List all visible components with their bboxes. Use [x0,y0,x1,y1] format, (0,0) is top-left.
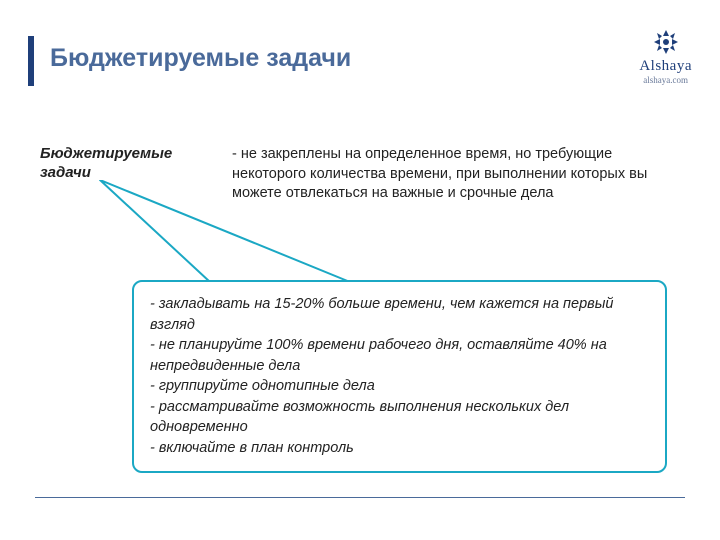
callout: - закладывать на 15-20% больше времени, … [40,180,670,460]
slide: Бюджетируемые задачи Alshaya alshaya.com… [0,0,720,540]
logo-icon [651,28,681,56]
slide-title: Бюджетируемые задачи [50,44,351,73]
callout-box: - закладывать на 15-20% больше времени, … [132,280,667,473]
logo-name: Alshaya [639,58,692,75]
callout-item: - не планируйте 100% времени рабочего дн… [150,335,649,376]
section-subhead: Бюджетируемые задачи [40,145,210,183]
callout-item: - рассматривайте возможность выполнения … [150,397,649,438]
callout-item: - включайте в план контроль [150,438,649,459]
callout-item: - закладывать на 15-20% больше времени, … [150,294,649,335]
callout-item: - группируйте однотипные дела [150,376,649,397]
logo-url: alshaya.com [639,75,692,85]
brand-logo: Alshaya alshaya.com [639,28,692,85]
footer-divider [35,497,685,498]
title-accent-bar [28,36,34,86]
